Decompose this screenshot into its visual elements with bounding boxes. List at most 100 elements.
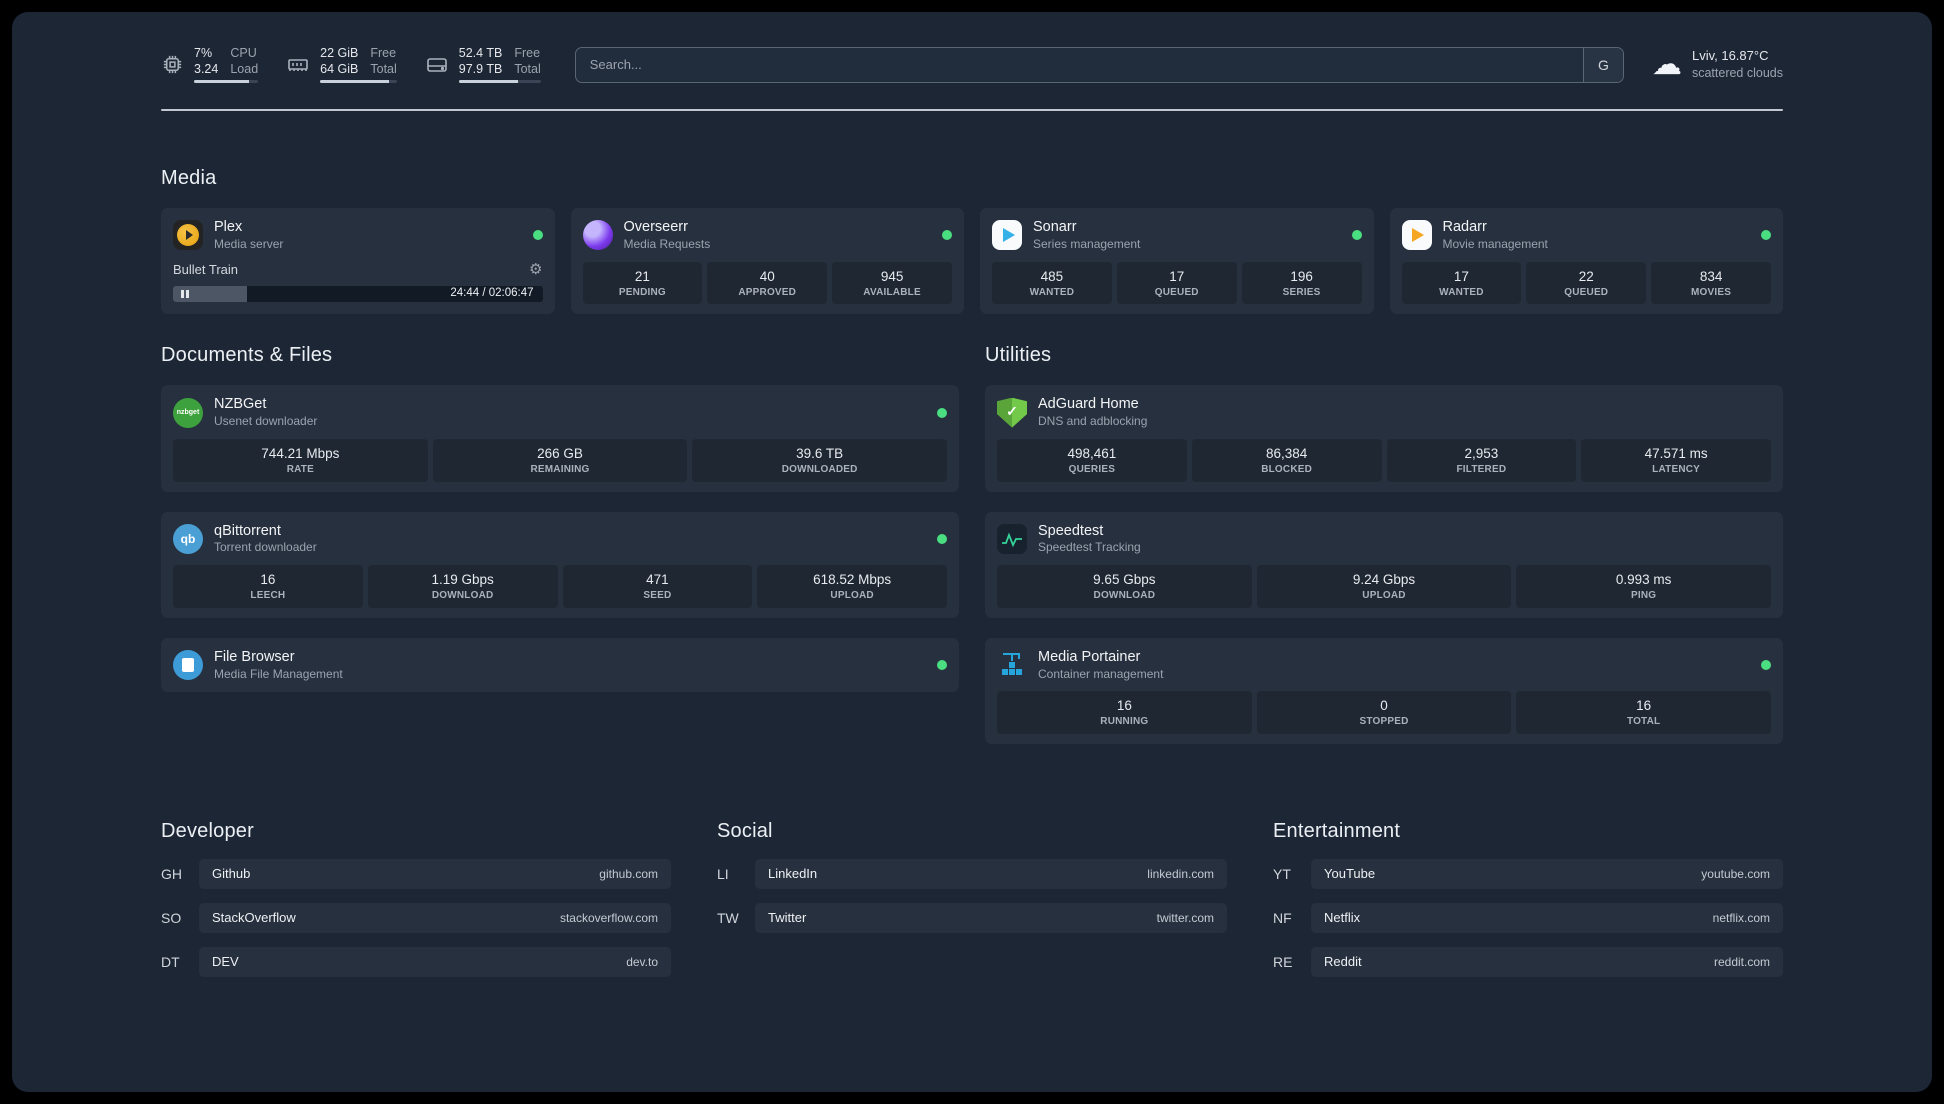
bookmark-group-social: Social LI LinkedIn linkedin.com TW Twitt…	[717, 820, 1227, 991]
bookmark-abbr: TW	[717, 909, 739, 926]
memory-total-value: 64 GiB	[320, 61, 359, 76]
service-name: qBittorrent	[214, 522, 281, 539]
service-card-adguard[interactable]: AdGuard Home DNS and adblocking 498,461 …	[985, 385, 1783, 492]
bookmark-url: dev.to	[626, 954, 658, 969]
bookmark-group-entertainment: Entertainment YT YouTube youtube.com NF …	[1273, 820, 1783, 991]
stat-filtered: 2,953 FILTERED	[1386, 438, 1577, 482]
bookmark-abbr: GH	[161, 865, 182, 882]
bookmark-linkedin[interactable]: LI LinkedIn linkedin.com	[717, 858, 1227, 889]
service-name: Sonarr	[1033, 219, 1077, 236]
cpu-icon	[161, 53, 184, 76]
service-name: Overseerr	[623, 219, 688, 236]
section-utilities: Utilities AdGuard Home DNS and adblockin…	[985, 344, 1783, 763]
section-title-utilities: Utilities	[985, 344, 1052, 367]
bookmark-dev[interactable]: DT DEV dev.to	[161, 946, 671, 977]
stat-queued: 22 QUEUED	[1526, 261, 1647, 305]
bookmark-abbr: DT	[161, 953, 180, 970]
stat-wanted: 17 WANTED	[1401, 261, 1522, 305]
service-description: Torrent downloader	[214, 540, 317, 555]
top-bar: 7% 3.24 CPU Load 22 GiB 64	[161, 46, 1783, 84]
bookmark-stackoverflow[interactable]: SO StackOverflow stackoverflow.com	[161, 902, 671, 933]
bookmark-abbr: YT	[1273, 865, 1291, 882]
status-dot	[942, 230, 952, 241]
bookmark-abbr: SO	[161, 909, 182, 926]
bookmark-name: LinkedIn	[768, 866, 818, 882]
stat-remaining: 266 GB REMAINING	[432, 438, 688, 482]
service-name: Media Portainer	[1038, 648, 1141, 665]
adguard-icon	[997, 397, 1027, 428]
playback-time: 24:44 / 02:06:47	[450, 287, 534, 300]
section-title-entertainment: Entertainment	[1273, 819, 1401, 842]
plex-icon	[173, 220, 203, 251]
stat-blocked: 86,384 BLOCKED	[1191, 438, 1382, 482]
service-card-qbittorrent[interactable]: qb qBittorrent Torrent downloader 16 LEE…	[161, 511, 959, 618]
status-dot	[532, 230, 543, 241]
service-card-portainer[interactable]: Media Portainer Container management 16 …	[985, 637, 1783, 744]
bookmark-url: netflix.com	[1712, 910, 1770, 925]
stat-movies: 834 MOVIES	[1651, 261, 1771, 305]
bookmark-twitter[interactable]: TW Twitter twitter.com	[717, 902, 1227, 933]
stat-download: 9.65 Gbps DOWNLOAD	[997, 565, 1252, 608]
bookmark-youtube[interactable]: YT YouTube youtube.com	[1273, 858, 1783, 889]
pause-icon[interactable]	[180, 289, 190, 299]
playback-progress-bar[interactable]: 24:44 / 02:06:47	[173, 285, 543, 302]
section-title-social: Social	[717, 819, 773, 842]
bookmark-abbr: LI	[717, 865, 729, 882]
bookmark-url: reddit.com	[1713, 954, 1770, 969]
stat-latency: 47.571 ms LATENCY	[1581, 438, 1771, 482]
weather-location: Lviv, 16.87°C	[1691, 48, 1769, 64]
bookmark-url: twitter.com	[1156, 910, 1214, 925]
status-dot	[1761, 659, 1771, 670]
stat-upload: 9.24 Gbps UPLOAD	[1256, 565, 1512, 608]
stat-wanted: 485 WANTED	[992, 261, 1112, 305]
service-name: NZBGet	[214, 396, 267, 413]
cloud-icon	[1652, 50, 1682, 80]
memory-icon	[286, 53, 310, 77]
service-card-filebrowser[interactable]: File Browser Media File Management	[161, 637, 959, 693]
service-card-sonarr[interactable]: Sonarr Series management 485 WANTED 17 Q…	[980, 208, 1374, 315]
cpu-percent: 7%	[194, 46, 213, 60]
memory-widget: 22 GiB 64 GiB Free Total	[286, 46, 397, 84]
progress-fill	[173, 285, 247, 302]
service-card-radarr[interactable]: Radarr Movie management 17 WANTED 22 QUE…	[1389, 208, 1783, 315]
service-description: Media server	[214, 237, 284, 252]
bookmark-reddit[interactable]: RE Reddit reddit.com	[1273, 946, 1783, 977]
service-name: Speedtest	[1038, 522, 1104, 539]
service-description: Container management	[1038, 666, 1164, 681]
bookmark-url: youtube.com	[1701, 866, 1770, 881]
search-provider-button[interactable]: G	[1582, 47, 1623, 82]
bookmark-github[interactable]: GH Github github.com	[161, 858, 671, 889]
section-title-media: Media	[161, 167, 217, 190]
service-card-plex[interactable]: Plex Media server Bullet Train 24:44 / 0…	[161, 208, 555, 315]
memory-total-label: Total	[370, 61, 397, 76]
search-input[interactable]	[575, 47, 1583, 82]
section-media: Media Plex Media server Bullet Train	[161, 167, 1783, 315]
bookmark-name: YouTube	[1324, 866, 1376, 882]
memory-free-value: 22 GiB	[320, 46, 359, 60]
service-description: Media Requests	[623, 237, 711, 252]
now-playing-title: Bullet Train	[173, 261, 239, 277]
stat-series: 196 SERIES	[1241, 261, 1362, 305]
stat-ping: 0.993 ms PING	[1516, 565, 1771, 608]
service-card-speedtest[interactable]: Speedtest Speedtest Tracking 9.65 Gbps D…	[985, 511, 1783, 618]
disk-widget: 52.4 TB 97.9 TB Free Total	[425, 46, 541, 84]
service-name: AdGuard Home	[1038, 396, 1139, 413]
service-name: Radarr	[1442, 219, 1487, 236]
radarr-icon	[1401, 220, 1432, 251]
sonarr-icon	[992, 220, 1022, 251]
settings-gear-icon[interactable]	[529, 260, 542, 279]
service-card-nzbget[interactable]: nzbget NZBGet Usenet downloader 744.21 M…	[161, 385, 959, 492]
weather-condition: scattered clouds	[1691, 65, 1783, 80]
stat-pending: 21 PENDING	[582, 261, 703, 305]
bookmark-netflix[interactable]: NF Netflix netflix.com	[1273, 902, 1783, 933]
portainer-icon	[997, 650, 1027, 680]
service-card-overseerr[interactable]: Overseerr Media Requests 21 PENDING 40 A…	[570, 208, 964, 315]
header-divider	[161, 109, 1783, 112]
disk-meter	[458, 80, 541, 84]
status-dot	[937, 407, 947, 418]
bookmark-name: Netflix	[1324, 910, 1361, 926]
disk-total-value: 97.9 TB	[458, 61, 503, 76]
nzbget-icon: nzbget	[173, 397, 203, 428]
bookmark-name: StackOverflow	[212, 910, 296, 926]
bookmark-abbr: RE	[1273, 953, 1293, 970]
